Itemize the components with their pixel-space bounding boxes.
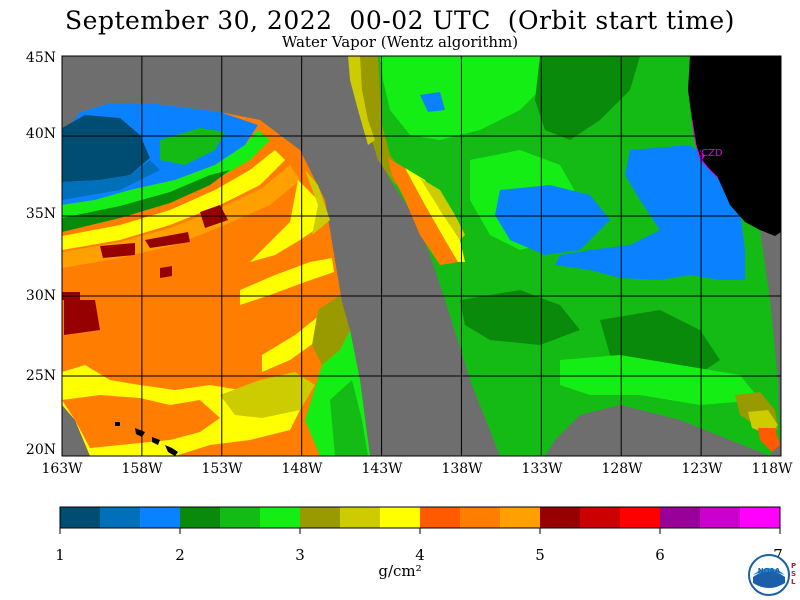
west-swath-olive-band-1 — [305, 170, 330, 235]
scale-units-label: g/cm² — [378, 562, 422, 580]
east-swath-blue-area-2 — [555, 145, 745, 280]
chart-title: September 30, 2022 00-02 UTC (Orbit star… — [65, 6, 735, 35]
west-swath-light-green-patch — [160, 128, 225, 165]
east-swath-bright-green-south — [560, 355, 760, 405]
scale-tick-label-7: 7 — [773, 546, 783, 564]
scale-tick-label-2: 2 — [175, 546, 185, 564]
west-swath-yellow-band-1 — [62, 150, 285, 250]
color-scale-swatch — [660, 507, 701, 528]
west-swath-yellow-band-2 — [250, 180, 322, 262]
lon-label-133w: 133W — [521, 461, 563, 477]
west-swath-mid-blue-region — [62, 160, 160, 200]
map-gridlines — [62, 56, 781, 456]
west-swath-orange-lower — [62, 395, 220, 448]
land-north-america — [688, 56, 781, 236]
lon-label-158w: 158W — [121, 461, 163, 477]
west-swath-dark-blue-region — [62, 115, 150, 182]
color-scale-swatch — [220, 507, 261, 528]
lon-label-143w: 143W — [361, 461, 403, 477]
noaa-logo-text: NOAA — [758, 567, 781, 575]
color-scale-swatch — [620, 507, 661, 528]
lon-label-128w: 128W — [601, 461, 643, 477]
lat-label-20n: 20N — [25, 442, 56, 458]
scale-tick-label-1: 1 — [55, 546, 65, 564]
color-scale-swatch — [180, 507, 221, 528]
map-border — [61, 55, 782, 457]
scale-tick-label-3: 3 — [295, 546, 305, 564]
east-swath-orange-band — [388, 158, 458, 265]
west-swath-green-band — [62, 130, 270, 228]
east-swath-yellow-edge — [348, 56, 375, 145]
west-swath-red-patch-5 — [160, 266, 172, 278]
color-scale-swatch — [420, 507, 461, 528]
east-swath-bright-green-north — [380, 56, 545, 140]
east-swath-blue-area-3 — [420, 92, 445, 112]
lon-label-138w: 138W — [441, 461, 483, 477]
color-scale-swatch — [260, 507, 301, 528]
noaa-logo: NOAA — [748, 554, 790, 596]
lat-label-45n: 45N — [25, 50, 56, 66]
chart-subtitle: Water Vapor (Wentz algorithm) — [281, 33, 519, 51]
east-swath-orange-southeast — [758, 428, 780, 452]
west-swath-red-patch-2 — [100, 243, 135, 258]
east-swath-yellow-band — [405, 168, 465, 262]
west-swath-light-orange-area — [62, 165, 300, 268]
east-swath-blue-area-1 — [495, 185, 610, 255]
color-scale-swatch — [300, 507, 341, 528]
lat-label-25n: 25N — [25, 368, 56, 384]
west-swath-yellow-band-3 — [240, 258, 334, 305]
scale-tick-label-5: 5 — [535, 546, 545, 564]
west-swath-green-lower-2 — [330, 380, 368, 456]
east-swath-dark-green-patch-2 — [460, 290, 580, 345]
west-swath-red-patch-3 — [145, 232, 190, 248]
station-label: CZD — [701, 148, 723, 159]
lon-label-153w: 153W — [201, 461, 243, 477]
color-scale-swatch — [740, 507, 781, 528]
color-scale-swatch — [700, 507, 741, 528]
color-scale-swatch — [380, 507, 421, 528]
lon-label-148w: 148W — [281, 461, 323, 477]
coastline-magenta — [691, 119, 719, 179]
lon-label-163w: 163W — [41, 461, 83, 477]
east-swath-dark-green-patch-1 — [535, 56, 640, 140]
west-swath-red-patch-1 — [64, 300, 100, 335]
lat-label-30n: 30N — [25, 288, 56, 304]
color-scale-swatch — [500, 507, 541, 528]
color-scale-swatch — [540, 507, 581, 528]
color-scale-swatch — [100, 507, 141, 528]
psl-logo-text: PSL — [791, 562, 797, 586]
color-scale-swatch — [60, 507, 101, 528]
east-swath-olive-edge — [350, 56, 405, 185]
scale-tick-label-6: 6 — [655, 546, 665, 564]
lat-label-40n: 40N — [25, 126, 56, 142]
lon-label-118w: 118W — [751, 461, 793, 477]
lat-label-35n: 35N — [25, 206, 56, 222]
color-scale-swatch — [140, 507, 181, 528]
west-swath-olive-lower — [220, 372, 315, 418]
color-scale-swatch — [340, 507, 381, 528]
color-scale-swatch — [460, 507, 501, 528]
scale-tick-label-4: 4 — [415, 546, 425, 564]
west-swath-olive-band-2 — [312, 295, 350, 365]
lon-label-123w: 123W — [681, 461, 723, 477]
hawaii-islands — [115, 422, 178, 456]
east-swath-olive-band — [420, 178, 465, 240]
color-scale-swatch — [580, 507, 621, 528]
